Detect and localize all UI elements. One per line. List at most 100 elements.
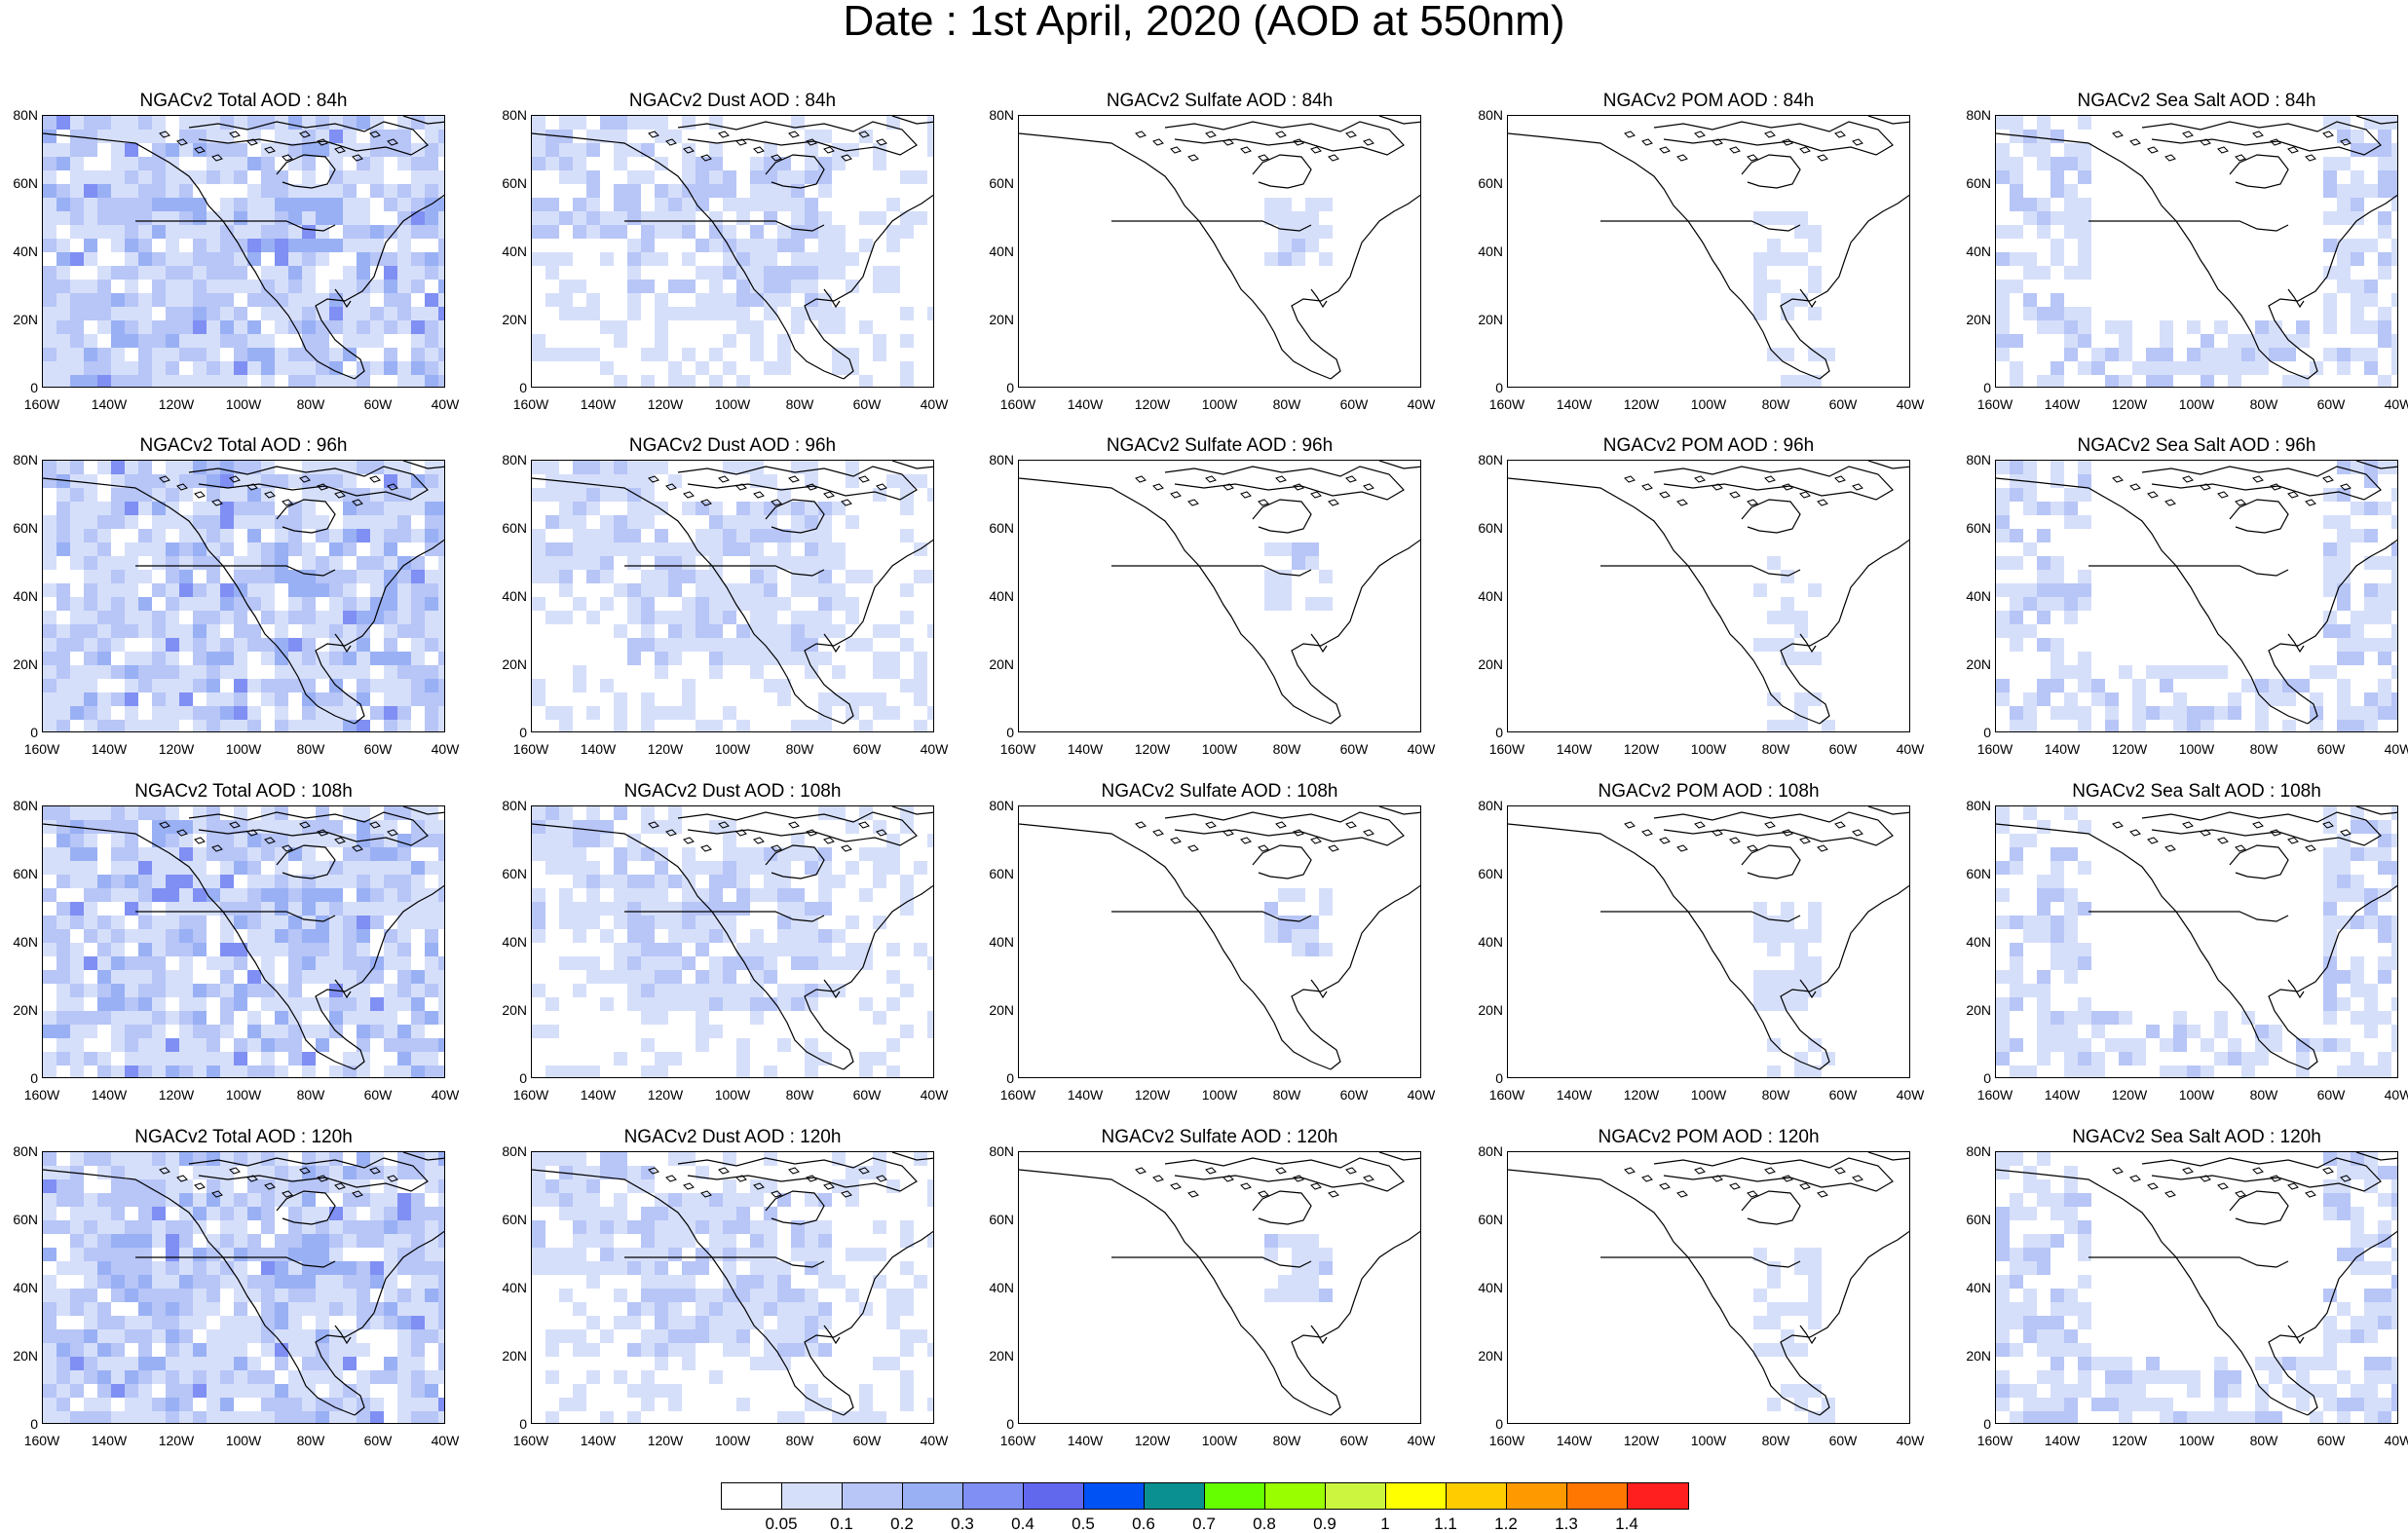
lat-tick-label: 20N [1478, 1348, 1503, 1364]
lon-tick-label: 140W [91, 741, 128, 757]
lat-tick-label: 0 [1006, 1416, 1014, 1432]
lat-tick-label: 60N [989, 1212, 1014, 1227]
lon-tick-label: 80W [296, 741, 325, 757]
lat-tick-label: 80N [13, 798, 38, 813]
lon-tick-label: 80W [785, 741, 814, 757]
lon-tick-label: 160W [1976, 396, 2013, 412]
lon-tick-label: 60W [1828, 741, 1858, 757]
lat-tick-label: 0 [519, 1070, 527, 1086]
lon-tick-label: 60W [852, 396, 882, 412]
lon-tick-label: 80W [2249, 1433, 2278, 1448]
lat-tick-label: 60N [502, 520, 527, 536]
lat-tick-label: 40N [1966, 1280, 1991, 1295]
map-panel-sulfate [1018, 115, 1421, 388]
lat-tick-label: 0 [1006, 725, 1014, 740]
lon-tick-label: 140W [1556, 1087, 1593, 1103]
lat-tick-label: 20N [989, 1002, 1014, 1018]
lat-tick-label: 60N [1966, 866, 1991, 881]
lon-tick-label: 160W [999, 396, 1036, 412]
colorbar [721, 1482, 1689, 1510]
map-panel-sulfate [1018, 460, 1421, 732]
lon-tick-label: 40W [1896, 1087, 1925, 1103]
lon-tick-label: 60W [852, 741, 882, 757]
lon-tick-label: 100W [2178, 1087, 2215, 1103]
lon-tick-label: 120W [2111, 1433, 2148, 1448]
lat-tick-label: 40N [13, 588, 38, 604]
lon-tick-label: 140W [91, 1433, 128, 1448]
lon-tick-label: 60W [1339, 1433, 1369, 1448]
lat-tick-label: 80N [989, 1143, 1014, 1159]
map-panel-pom [1507, 460, 1910, 732]
colorbar-label: 0.2 [890, 1514, 914, 1533]
lon-tick-label: 160W [1488, 1433, 1525, 1448]
colorbar-cell [1628, 1483, 1688, 1509]
lon-tick-label: 140W [2044, 741, 2081, 757]
lat-tick-label: 20N [1966, 1348, 1991, 1364]
lon-tick-label: 140W [1556, 1433, 1593, 1448]
lat-tick-label: 0 [1495, 1416, 1503, 1432]
lat-tick-label: 60N [1478, 1212, 1503, 1227]
lon-tick-label: 120W [647, 1087, 684, 1103]
map-panel-total [42, 115, 445, 388]
lon-tick-label: 120W [1623, 1433, 1660, 1448]
colorbar-label: 0.7 [1192, 1514, 1216, 1533]
lat-tick-label: 60N [1478, 520, 1503, 536]
lat-tick-label: 80N [13, 1143, 38, 1159]
lat-tick-label: 60N [1966, 175, 1991, 191]
lon-tick-label: 160W [999, 1087, 1036, 1103]
colorbar-cell [1326, 1483, 1386, 1509]
lat-tick-label: 40N [502, 588, 527, 604]
lat-tick-label: 40N [989, 588, 1014, 604]
lat-tick-label: 60N [1966, 520, 1991, 536]
lon-tick-label: 60W [2316, 396, 2346, 412]
map-panel-dust [531, 115, 934, 388]
lon-tick-label: 80W [2249, 1087, 2278, 1103]
panel-title: NGACv2 Sulfate AOD : 96h [1106, 435, 1334, 456]
lon-tick-label: 60W [1339, 396, 1369, 412]
lon-tick-label: 80W [1272, 396, 1301, 412]
colorbar-cell [1567, 1483, 1628, 1509]
lon-tick-label: 40W [1896, 1433, 1925, 1448]
lon-tick-label: 140W [1067, 1087, 1104, 1103]
map-panel-sulfate [1018, 805, 1421, 1078]
lat-tick-label: 40N [13, 243, 38, 259]
lon-tick-label: 120W [647, 1433, 684, 1448]
lon-tick-label: 100W [225, 396, 262, 412]
lon-tick-label: 40W [1896, 741, 1925, 757]
lat-tick-label: 80N [1966, 107, 1991, 123]
lat-tick-label: 80N [1966, 1143, 1991, 1159]
lon-tick-label: 140W [1067, 741, 1104, 757]
lat-tick-label: 60N [13, 866, 38, 881]
panel-title: NGACv2 POM AOD : 108h [1598, 781, 1820, 802]
lon-tick-label: 140W [2044, 396, 2081, 412]
lat-tick-label: 60N [13, 175, 38, 191]
lat-tick-label: 0 [519, 725, 527, 740]
lat-tick-label: 0 [519, 1416, 527, 1432]
lat-tick-label: 40N [989, 1280, 1014, 1295]
lon-tick-label: 100W [1690, 1087, 1727, 1103]
colorbar-label: 0.05 [765, 1514, 798, 1533]
lat-tick-label: 60N [502, 175, 527, 191]
lat-tick-label: 0 [1983, 1070, 1991, 1086]
lon-tick-label: 40W [1407, 1087, 1436, 1103]
panel-title: NGACv2 POM AOD : 84h [1602, 91, 1815, 111]
lon-tick-label: 160W [1976, 741, 2013, 757]
lat-tick-label: 80N [502, 1143, 527, 1159]
lat-tick-label: 60N [13, 1212, 38, 1227]
colorbar-cell [1265, 1483, 1326, 1509]
colorbar-label: 1.3 [1555, 1514, 1578, 1533]
lon-tick-label: 40W [2384, 396, 2408, 412]
lon-tick-label: 160W [512, 1433, 549, 1448]
lon-tick-label: 120W [2111, 396, 2148, 412]
lon-tick-label: 120W [1134, 1087, 1171, 1103]
lon-tick-label: 120W [1134, 396, 1171, 412]
lon-tick-label: 80W [2249, 396, 2278, 412]
panel-title: NGACv2 Sulfate AOD : 120h [1101, 1127, 1338, 1147]
lat-tick-label: 20N [989, 656, 1014, 672]
lat-tick-label: 40N [13, 934, 38, 950]
lat-tick-label: 20N [13, 312, 38, 327]
lon-tick-label: 100W [1201, 1087, 1238, 1103]
panel-title: NGACv2 POM AOD : 120h [1598, 1127, 1820, 1147]
lon-tick-label: 120W [1623, 396, 1660, 412]
lon-tick-label: 100W [2178, 396, 2215, 412]
